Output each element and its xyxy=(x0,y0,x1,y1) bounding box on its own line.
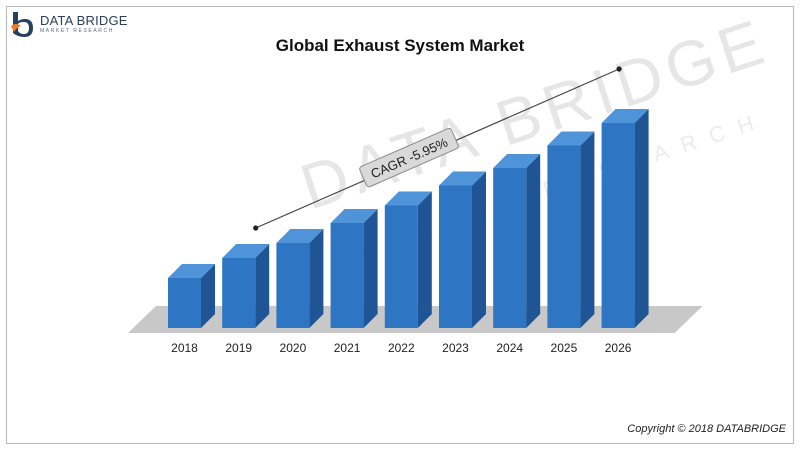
bar-side xyxy=(417,191,432,328)
bar-front xyxy=(330,223,364,328)
x-tick-label: 2024 xyxy=(496,341,523,355)
x-tick-label: 2021 xyxy=(334,341,361,355)
bar-2025 xyxy=(547,131,595,328)
bars xyxy=(168,109,649,328)
bar-side xyxy=(580,131,595,328)
chart-title: Global Exhaust System Market xyxy=(275,36,525,55)
cagr-start-dot xyxy=(253,225,259,231)
bar-front xyxy=(384,205,418,328)
logo-name: DATA BRIDGE xyxy=(40,13,128,28)
copyright: Copyright © 2018 DATABRIDGE xyxy=(627,423,786,435)
bar-2022 xyxy=(384,191,432,328)
bar-2024 xyxy=(493,154,541,328)
bar-top xyxy=(547,131,595,146)
bar-front xyxy=(168,278,201,328)
bar-side xyxy=(526,154,541,328)
bar-top xyxy=(276,229,324,243)
bar-front xyxy=(222,258,256,328)
bar-front xyxy=(439,185,472,328)
bar-side xyxy=(255,244,270,328)
bar-front xyxy=(547,145,581,328)
bar-top xyxy=(493,154,541,168)
x-tick-label: 2026 xyxy=(605,341,632,355)
bar-2021 xyxy=(330,209,378,328)
bar-2019 xyxy=(222,244,270,328)
x-tick-label: 2022 xyxy=(388,341,415,355)
bar-top xyxy=(330,209,378,223)
bar-2020 xyxy=(276,229,324,328)
bar-top xyxy=(222,244,270,258)
logo: DATA BRIDGE MARKET RESEARCH xyxy=(10,10,128,38)
cagr-end-dot xyxy=(616,66,622,72)
bar-side xyxy=(363,209,378,328)
x-tick-labels: 2018 2019 2020 2021 2022 2023 2024 2025 2026 xyxy=(171,341,632,355)
bar-front xyxy=(276,243,310,328)
logo-b-icon xyxy=(11,12,33,37)
x-tick-label: 2025 xyxy=(551,341,578,355)
bar-top xyxy=(601,109,649,123)
bar-2023 xyxy=(439,171,486,328)
bar-side xyxy=(201,264,215,328)
bar-front xyxy=(493,168,527,328)
x-tick-label: 2020 xyxy=(280,341,307,355)
x-tick-label: 2018 xyxy=(171,341,198,355)
logo-subtitle: MARKET RESEARCH xyxy=(40,28,114,34)
bar-front xyxy=(601,123,635,328)
x-tick-label: 2023 xyxy=(442,341,469,355)
bar-2018 xyxy=(168,264,215,328)
bar-side xyxy=(309,229,324,328)
x-tick-label: 2019 xyxy=(225,341,252,355)
bar-2026 xyxy=(601,109,649,328)
bar-top xyxy=(384,191,432,206)
bar-side xyxy=(472,171,486,328)
bar-top xyxy=(439,171,486,186)
bar-side xyxy=(634,109,649,328)
cagr-badge-box xyxy=(359,127,459,188)
bar-top xyxy=(168,264,215,278)
